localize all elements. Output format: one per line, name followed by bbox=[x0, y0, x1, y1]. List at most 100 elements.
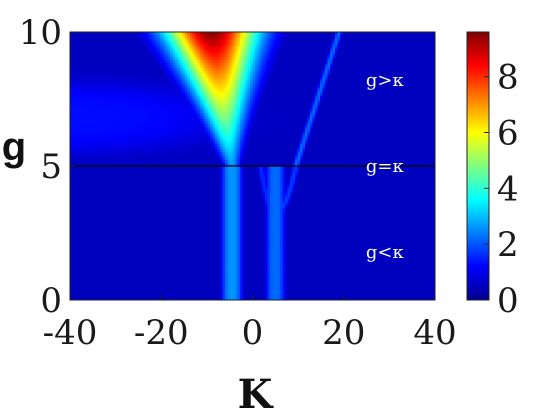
heatmap-cell bbox=[345, 32, 349, 36]
heatmap-cell bbox=[70, 32, 74, 36]
heatmap-cell bbox=[432, 43, 435, 47]
heatmap-cell bbox=[85, 37, 89, 41]
heatmap-cell bbox=[287, 45, 291, 50]
heatmap-cell bbox=[162, 40, 166, 44]
heatmap-cell bbox=[245, 48, 249, 53]
heatmap-cell bbox=[175, 57, 179, 61]
heatmap-cell bbox=[165, 57, 169, 61]
heatmap-cell bbox=[92, 57, 96, 61]
heatmap-cell bbox=[97, 34, 101, 39]
heatmap-cell bbox=[425, 32, 429, 36]
heatmap-cell bbox=[312, 45, 316, 50]
heatmap-cell bbox=[360, 45, 364, 50]
heatmap-cell bbox=[95, 51, 99, 55]
heatmap-cell bbox=[402, 40, 406, 44]
heatmap-cell bbox=[360, 40, 364, 44]
heatmap-cell bbox=[252, 43, 256, 47]
heatmap-cell bbox=[340, 32, 344, 36]
heatmap-cell bbox=[430, 48, 434, 53]
heatmap-cell bbox=[127, 57, 131, 61]
heatmap-cell bbox=[235, 34, 239, 39]
heatmap-cell bbox=[305, 45, 309, 50]
heatmap-cell bbox=[127, 54, 131, 58]
heatmap-cell bbox=[255, 45, 259, 50]
heatmap-cell bbox=[390, 54, 394, 58]
heatmap-cell bbox=[117, 40, 121, 44]
heatmap-cell bbox=[160, 37, 164, 41]
heatmap-cell bbox=[100, 45, 104, 50]
heatmap-cell bbox=[325, 32, 329, 36]
heatmap-cell bbox=[220, 45, 224, 50]
heatmap-cell bbox=[360, 37, 364, 41]
heatmap-cell bbox=[265, 40, 269, 44]
heatmap-cell bbox=[120, 34, 124, 39]
heatmap-cell bbox=[335, 48, 339, 53]
heatmap-cell bbox=[117, 48, 121, 53]
heatmap-cell bbox=[360, 54, 364, 58]
heatmap-cell bbox=[105, 40, 109, 44]
heatmap-cell bbox=[400, 54, 404, 58]
heatmap-cell bbox=[185, 40, 189, 44]
heatmap-cell bbox=[415, 51, 419, 55]
heatmap-cell bbox=[162, 45, 166, 50]
heatmap-cell bbox=[72, 37, 76, 41]
heatmap-cell bbox=[237, 45, 241, 50]
heatmap-cell bbox=[300, 40, 304, 44]
heatmap-cell bbox=[150, 51, 154, 55]
heatmap-cell bbox=[417, 32, 421, 36]
heatmap-cell bbox=[345, 45, 349, 50]
heatmap-cell bbox=[220, 34, 224, 39]
heatmap-cell bbox=[117, 45, 121, 50]
heatmap-cell bbox=[205, 43, 209, 47]
heatmap-cell bbox=[335, 32, 339, 36]
heatmap-cell bbox=[327, 45, 331, 50]
heatmap-cell bbox=[90, 45, 94, 50]
heatmap-cell bbox=[182, 57, 186, 61]
heatmap-cell bbox=[307, 57, 311, 61]
heatmap-cell bbox=[262, 40, 266, 44]
heatmap-cell bbox=[317, 43, 321, 47]
heatmap-cell bbox=[355, 34, 359, 39]
heatmap-cell bbox=[410, 54, 414, 58]
heatmap-cell bbox=[365, 32, 369, 36]
heatmap-cell bbox=[122, 48, 126, 53]
heatmap-cell bbox=[352, 32, 356, 36]
heatmap-cell bbox=[305, 40, 309, 44]
heatmap-cell bbox=[232, 32, 236, 36]
heatmap-cell bbox=[205, 32, 209, 36]
heatmap-cell bbox=[325, 45, 329, 50]
heatmap-cell bbox=[290, 43, 294, 47]
heatmap-cell bbox=[220, 54, 224, 58]
heatmap-cell bbox=[272, 48, 276, 53]
heatmap-cell bbox=[190, 34, 194, 39]
heatmap-cell bbox=[402, 32, 406, 36]
heatmap-cell bbox=[282, 51, 286, 55]
heatmap-cell bbox=[235, 32, 239, 36]
heatmap-cell bbox=[227, 57, 231, 61]
heatmap-cell bbox=[317, 32, 321, 36]
heatmap-cell bbox=[77, 54, 81, 58]
heatmap-cell bbox=[337, 40, 341, 44]
heatmap-cell bbox=[367, 32, 371, 36]
heatmap-cell bbox=[330, 37, 334, 41]
heatmap-cell bbox=[170, 40, 174, 44]
heatmap-cell bbox=[182, 37, 186, 41]
heatmap-cell bbox=[405, 34, 409, 39]
heatmap-cell bbox=[167, 43, 171, 47]
heatmap-cell bbox=[270, 57, 274, 61]
heatmap-cell bbox=[235, 48, 239, 53]
heatmap-cell bbox=[77, 48, 81, 53]
heatmap-cell bbox=[257, 57, 261, 61]
heatmap-cell bbox=[127, 40, 131, 44]
heatmap-cell bbox=[430, 43, 434, 47]
heatmap-cell bbox=[217, 34, 221, 39]
heatmap-cell bbox=[147, 51, 151, 55]
heatmap-cell bbox=[102, 40, 106, 44]
heatmap-cell bbox=[82, 40, 86, 44]
heatmap-cell bbox=[277, 51, 281, 55]
heatmap-cell bbox=[220, 32, 224, 36]
heatmap-cell bbox=[387, 45, 391, 50]
heatmap-cell bbox=[162, 51, 166, 55]
heatmap-cell bbox=[422, 48, 426, 53]
heatmap-cell bbox=[345, 34, 349, 39]
